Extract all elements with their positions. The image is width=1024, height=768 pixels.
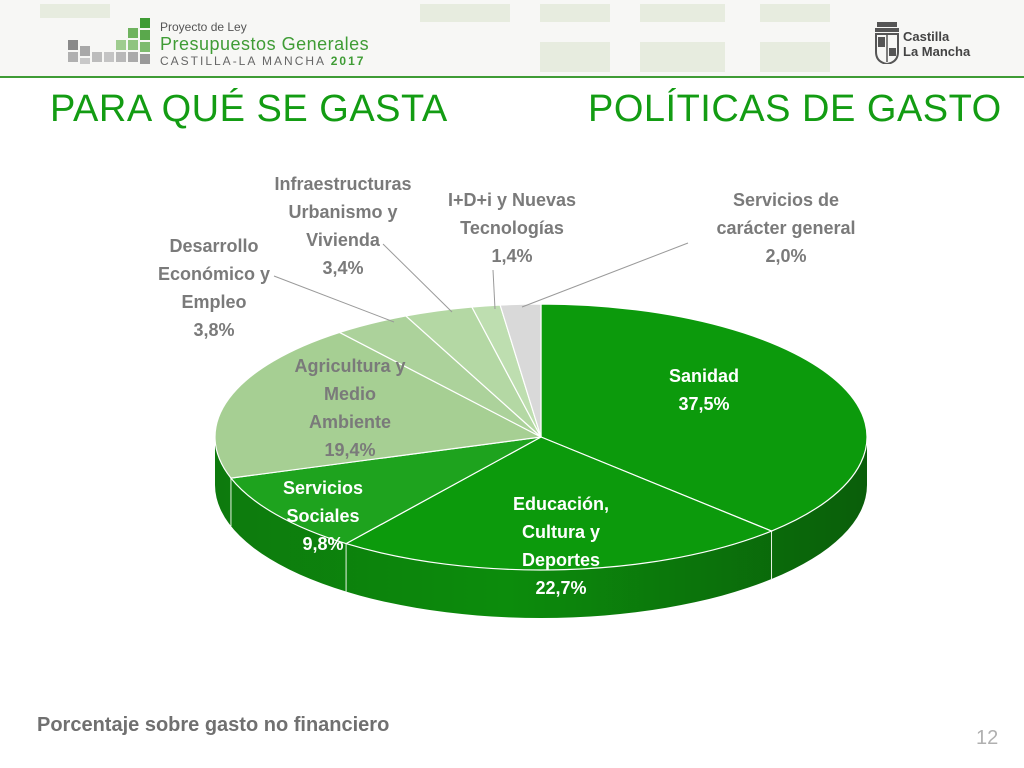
slide-header: Proyecto de Ley Presupuestos Generales C…	[0, 0, 1024, 78]
pie-slice	[214, 331, 543, 479]
pie-label-line: Cultura y	[521, 522, 600, 542]
logo-line3: CASTILLA-LA MANCHA 2017	[160, 54, 369, 68]
pie-label-line: Servicios	[282, 478, 364, 498]
pie-label-value: 3,8%	[193, 320, 235, 340]
pie-slice	[499, 303, 542, 438]
pie-label-line: Sanidad	[668, 366, 739, 386]
pie-label: Servicios Sociales 9,8%	[213, 474, 433, 558]
pie-leader-line	[521, 242, 689, 308]
pie-label: Infraestructuras Urbanismo y Vivienda 3,4%	[233, 170, 453, 282]
pie-label-line: Sociales	[286, 506, 360, 526]
budget-logo-icon	[68, 18, 150, 64]
pie-label-line: Empleo	[181, 292, 247, 312]
logo-line2: Presupuestos Generales	[160, 34, 370, 54]
pie-label-line: Medio	[324, 384, 376, 404]
pie-label-value: 22,7%	[535, 578, 587, 598]
header-decoration	[540, 4, 610, 22]
pie-label-value: 9,8%	[302, 534, 344, 554]
header-decoration	[540, 42, 610, 72]
pie-label-line: Económico y	[157, 264, 271, 284]
title-left: PARA QUÉ SE GASTA	[50, 88, 448, 130]
pie-label-line: Tecnologías	[460, 218, 564, 238]
pie-label: Agricultura y Medio Ambiente 19,4%	[240, 352, 460, 464]
header-divider	[0, 76, 1024, 78]
footer-note: Porcentaje sobre gasto no financiero	[37, 714, 390, 736]
header-decoration	[640, 42, 725, 72]
page-number: 12	[976, 727, 999, 749]
pie-label-line: carácter general	[716, 218, 856, 238]
pie-label: Desarrollo Económico y Empleo 3,8%	[104, 232, 324, 344]
region-line2: La Mancha	[903, 44, 971, 59]
pie-label-line: I+D+i y Nuevas	[447, 190, 577, 210]
pie-leader-line	[273, 275, 395, 323]
pie-label: Sanidad 37,5%	[594, 362, 814, 418]
logo-region: CASTILLA-LA MANCHA	[160, 54, 326, 68]
pie-leader-line	[382, 243, 453, 313]
pie-side-face	[215, 437, 867, 618]
pie-label-line: Deportes	[521, 550, 601, 570]
pie-label-line: Desarrollo	[169, 236, 259, 256]
pie-label: Educación, Cultura y Deportes 22,7%	[451, 490, 671, 602]
pie-label-value: 37,5%	[678, 394, 730, 414]
header-decoration	[40, 4, 110, 18]
pie-label-value: 19,4%	[324, 440, 376, 460]
region-logo-text: Castilla La Mancha	[903, 29, 970, 59]
title-right: POLÍTICAS DE GASTO	[588, 88, 1002, 130]
pie-label-value: 1,4%	[491, 246, 533, 266]
pie-label-line: Agricultura y	[294, 356, 406, 376]
pie-slice	[344, 436, 774, 571]
pie-label-value: 3,4%	[322, 258, 364, 278]
header-decoration	[760, 42, 830, 72]
logo-line1: Proyecto de Ley	[160, 20, 247, 34]
pie-label-line: Ambiente	[308, 412, 391, 432]
pie-slice	[540, 303, 868, 532]
pie-label-value: 2,0%	[765, 246, 807, 266]
logo-year: 2017	[330, 54, 366, 68]
pie-top	[214, 303, 868, 571]
pie-label-line: Servicios de	[732, 190, 840, 210]
pie-slice	[229, 436, 542, 545]
pie-label: I+D+i y Nuevas Tecnologías 1,4%	[402, 186, 622, 270]
header-decoration	[420, 4, 510, 22]
pie-leader-lines	[273, 242, 689, 323]
pie-side-wall	[215, 437, 867, 618]
region-line1: Castilla	[903, 29, 950, 44]
pie-leader-line	[492, 269, 496, 310]
pie-label-line: Urbanismo y	[288, 202, 398, 222]
pie-label-line: Vivienda	[306, 230, 380, 250]
castilla-la-mancha-shield-icon	[875, 22, 899, 64]
pie-label-line: Infraestructuras	[274, 174, 412, 194]
header-decoration	[760, 4, 830, 22]
header-decoration	[640, 4, 725, 22]
pie-label: Servicios de carácter general 2,0%	[676, 186, 896, 270]
pie-label-line: Educación,	[512, 494, 610, 514]
budget-logo-text: Proyecto de Ley Presupuestos Generales C…	[160, 20, 369, 68]
